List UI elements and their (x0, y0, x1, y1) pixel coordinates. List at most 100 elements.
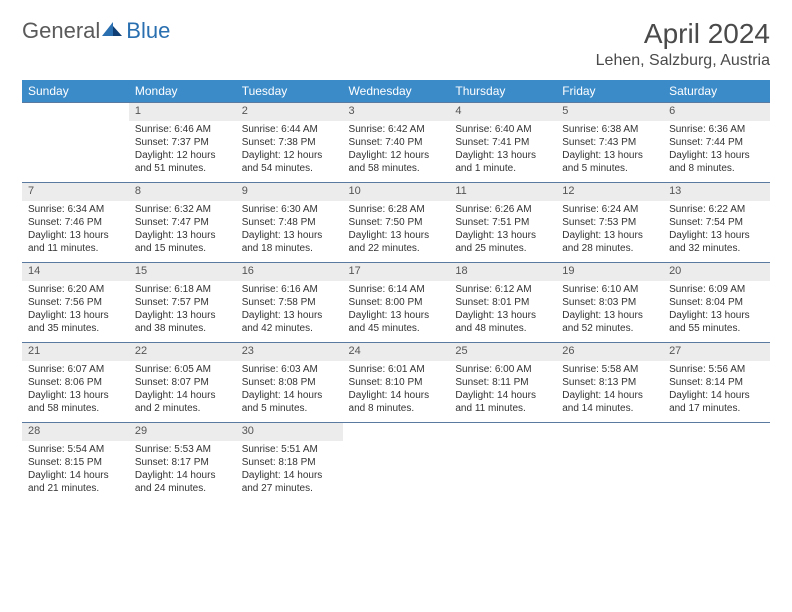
calendar-table: SundayMondayTuesdayWednesdayThursdayFrid… (22, 80, 770, 503)
daynum-row: 14151617181920 (22, 263, 770, 281)
daylight-line: Daylight: 13 hours and 48 minutes. (455, 309, 550, 335)
daylight-line: Daylight: 12 hours and 51 minutes. (135, 149, 230, 175)
sunset-line: Sunset: 8:07 PM (135, 376, 230, 389)
day-number-cell: 16 (236, 263, 343, 281)
info-row: Sunrise: 5:54 AMSunset: 8:15 PMDaylight:… (22, 441, 770, 503)
day-number-cell: 17 (343, 263, 450, 281)
day-number-cell: 10 (343, 183, 450, 201)
day-number-cell: 12 (556, 183, 663, 201)
daylight-line: Daylight: 13 hours and 8 minutes. (669, 149, 764, 175)
day-info-cell (343, 441, 450, 503)
sunset-line: Sunset: 7:57 PM (135, 296, 230, 309)
day-number-cell: 18 (449, 263, 556, 281)
day-number-cell: 27 (663, 343, 770, 361)
month-title: April 2024 (596, 18, 770, 50)
day-number-cell: 21 (22, 343, 129, 361)
sunset-line: Sunset: 7:41 PM (455, 136, 550, 149)
sunset-line: Sunset: 7:44 PM (669, 136, 764, 149)
day-info-cell: Sunrise: 6:03 AMSunset: 8:08 PMDaylight:… (236, 361, 343, 423)
sunset-line: Sunset: 8:18 PM (242, 456, 337, 469)
day-info-cell: Sunrise: 6:16 AMSunset: 7:58 PMDaylight:… (236, 281, 343, 343)
day-info-cell: Sunrise: 6:00 AMSunset: 8:11 PMDaylight:… (449, 361, 556, 423)
day-number-cell: 14 (22, 263, 129, 281)
weekday-header: Wednesday (343, 80, 450, 103)
sunrise-line: Sunrise: 6:09 AM (669, 283, 764, 296)
day-info-cell: Sunrise: 6:46 AMSunset: 7:37 PMDaylight:… (129, 121, 236, 183)
day-info-cell: Sunrise: 5:53 AMSunset: 8:17 PMDaylight:… (129, 441, 236, 503)
calendar-body: 123456Sunrise: 6:46 AMSunset: 7:37 PMDay… (22, 103, 770, 503)
day-number-cell (663, 423, 770, 441)
sunrise-line: Sunrise: 6:30 AM (242, 203, 337, 216)
day-number-cell (449, 423, 556, 441)
daylight-line: Daylight: 13 hours and 55 minutes. (669, 309, 764, 335)
sunrise-line: Sunrise: 6:12 AM (455, 283, 550, 296)
sunrise-line: Sunrise: 6:24 AM (562, 203, 657, 216)
daylight-line: Daylight: 13 hours and 5 minutes. (562, 149, 657, 175)
sunrise-line: Sunrise: 5:53 AM (135, 443, 230, 456)
calendar-head: SundayMondayTuesdayWednesdayThursdayFrid… (22, 80, 770, 103)
day-info-cell: Sunrise: 6:28 AMSunset: 7:50 PMDaylight:… (343, 201, 450, 263)
sunset-line: Sunset: 7:37 PM (135, 136, 230, 149)
sunset-line: Sunset: 8:06 PM (28, 376, 123, 389)
sunset-line: Sunset: 7:54 PM (669, 216, 764, 229)
sunset-line: Sunset: 7:56 PM (28, 296, 123, 309)
day-info-cell: Sunrise: 6:42 AMSunset: 7:40 PMDaylight:… (343, 121, 450, 183)
sunset-line: Sunset: 7:48 PM (242, 216, 337, 229)
sunset-line: Sunset: 7:58 PM (242, 296, 337, 309)
sunrise-line: Sunrise: 6:03 AM (242, 363, 337, 376)
sunrise-line: Sunrise: 6:16 AM (242, 283, 337, 296)
sunrise-line: Sunrise: 5:51 AM (242, 443, 337, 456)
weekday-row: SundayMondayTuesdayWednesdayThursdayFrid… (22, 80, 770, 103)
title-block: April 2024 Lehen, Salzburg, Austria (596, 18, 770, 70)
day-info-cell: Sunrise: 6:07 AMSunset: 8:06 PMDaylight:… (22, 361, 129, 423)
day-info-cell (449, 441, 556, 503)
sunrise-line: Sunrise: 6:18 AM (135, 283, 230, 296)
sunrise-line: Sunrise: 6:36 AM (669, 123, 764, 136)
day-number-cell: 2 (236, 103, 343, 121)
day-info-cell (663, 441, 770, 503)
sunset-line: Sunset: 8:17 PM (135, 456, 230, 469)
daylight-line: Daylight: 14 hours and 27 minutes. (242, 469, 337, 495)
daylight-line: Daylight: 13 hours and 32 minutes. (669, 229, 764, 255)
day-info-cell: Sunrise: 6:01 AMSunset: 8:10 PMDaylight:… (343, 361, 450, 423)
sunset-line: Sunset: 8:11 PM (455, 376, 550, 389)
sunset-line: Sunset: 7:51 PM (455, 216, 550, 229)
daynum-row: 282930 (22, 423, 770, 441)
day-info-cell: Sunrise: 6:34 AMSunset: 7:46 PMDaylight:… (22, 201, 129, 263)
sunrise-line: Sunrise: 6:26 AM (455, 203, 550, 216)
day-info-cell: Sunrise: 6:38 AMSunset: 7:43 PMDaylight:… (556, 121, 663, 183)
sunset-line: Sunset: 7:47 PM (135, 216, 230, 229)
day-number-cell (22, 103, 129, 121)
daylight-line: Daylight: 12 hours and 58 minutes. (349, 149, 444, 175)
sunrise-line: Sunrise: 6:22 AM (669, 203, 764, 216)
day-info-cell: Sunrise: 6:44 AMSunset: 7:38 PMDaylight:… (236, 121, 343, 183)
info-row: Sunrise: 6:07 AMSunset: 8:06 PMDaylight:… (22, 361, 770, 423)
day-info-cell: Sunrise: 6:24 AMSunset: 7:53 PMDaylight:… (556, 201, 663, 263)
day-number-cell (343, 423, 450, 441)
day-info-cell: Sunrise: 5:54 AMSunset: 8:15 PMDaylight:… (22, 441, 129, 503)
day-info-cell: Sunrise: 6:40 AMSunset: 7:41 PMDaylight:… (449, 121, 556, 183)
daylight-line: Daylight: 13 hours and 1 minute. (455, 149, 550, 175)
sunset-line: Sunset: 8:15 PM (28, 456, 123, 469)
daylight-line: Daylight: 14 hours and 17 minutes. (669, 389, 764, 415)
day-info-cell: Sunrise: 6:10 AMSunset: 8:03 PMDaylight:… (556, 281, 663, 343)
weekday-header: Thursday (449, 80, 556, 103)
day-info-cell: Sunrise: 6:32 AMSunset: 7:47 PMDaylight:… (129, 201, 236, 263)
sunrise-line: Sunrise: 6:28 AM (349, 203, 444, 216)
daynum-row: 78910111213 (22, 183, 770, 201)
daylight-line: Daylight: 14 hours and 2 minutes. (135, 389, 230, 415)
day-info-cell: Sunrise: 6:20 AMSunset: 7:56 PMDaylight:… (22, 281, 129, 343)
day-info-cell: Sunrise: 6:09 AMSunset: 8:04 PMDaylight:… (663, 281, 770, 343)
sunset-line: Sunset: 7:53 PM (562, 216, 657, 229)
day-number-cell: 3 (343, 103, 450, 121)
sunrise-line: Sunrise: 6:34 AM (28, 203, 123, 216)
daynum-row: 21222324252627 (22, 343, 770, 361)
location-text: Lehen, Salzburg, Austria (596, 52, 770, 70)
sunrise-line: Sunrise: 6:05 AM (135, 363, 230, 376)
day-number-cell: 25 (449, 343, 556, 361)
day-number-cell: 26 (556, 343, 663, 361)
daylight-line: Daylight: 14 hours and 8 minutes. (349, 389, 444, 415)
daylight-line: Daylight: 13 hours and 18 minutes. (242, 229, 337, 255)
sunset-line: Sunset: 8:08 PM (242, 376, 337, 389)
info-row: Sunrise: 6:46 AMSunset: 7:37 PMDaylight:… (22, 121, 770, 183)
